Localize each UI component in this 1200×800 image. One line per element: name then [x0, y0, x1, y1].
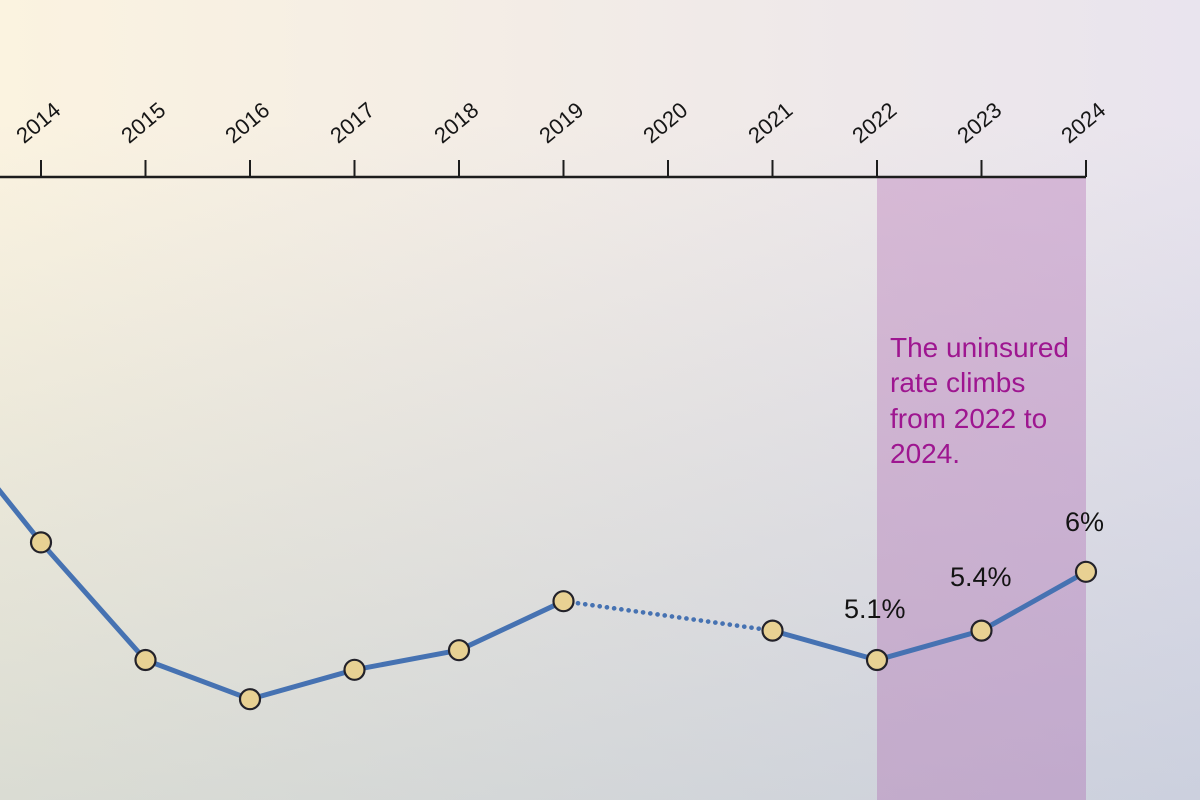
data-point-marker-2014 — [29, 531, 53, 554]
axis-year-label-2022: 2022 — [847, 97, 902, 149]
data-point-marker-2024 — [1074, 560, 1098, 583]
data-point-marker-2017 — [343, 658, 366, 681]
value-label-2022: 5.1% — [844, 594, 906, 624]
trend-line-gap-dotted — [561, 598, 775, 633]
data-point-marker-2019 — [552, 590, 575, 613]
axis-year-label-2020: 2020 — [638, 97, 693, 149]
data-point-marker-2015 — [134, 648, 157, 672]
axis-year-label-2016: 2016 — [220, 97, 275, 149]
axis-year-label-2014: 2014 — [11, 97, 66, 149]
axis-year-label-2018: 2018 — [429, 97, 484, 149]
data-point-marker-2023 — [970, 619, 993, 642]
trend-line — [771, 569, 1088, 663]
axis-year-label-2019: 2019 — [533, 97, 588, 149]
value-label-2023: 5.4% — [950, 562, 1012, 592]
axis-year-label-2017: 2017 — [324, 97, 379, 149]
highlight-band-2022-2024 — [877, 177, 1086, 800]
data-point-marker-2021 — [761, 619, 784, 642]
axis-year-label-2024: 2024 — [1056, 97, 1111, 149]
data-point-marker-2018 — [447, 639, 471, 662]
axis-year-label-2023: 2023 — [951, 97, 1006, 149]
data-point-marker-2016 — [238, 688, 262, 711]
value-label-2024: 6% — [1065, 507, 1105, 537]
data-point-marker-2022 — [865, 648, 889, 672]
axis-year-label-2015: 2015 — [115, 97, 170, 149]
axis-year-label-2021: 2021 — [742, 97, 797, 149]
annotation-text: The uninsured rate climbs from 2022 to 2… — [890, 332, 1070, 469]
